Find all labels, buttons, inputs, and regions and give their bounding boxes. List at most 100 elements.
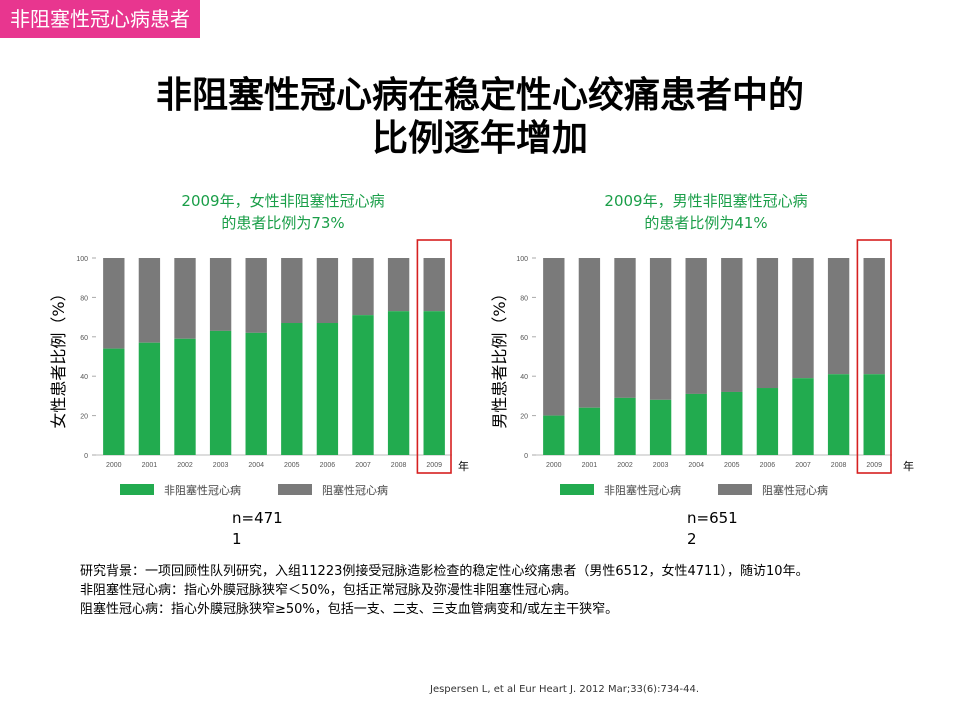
male-xtick-label: 2000 — [546, 462, 562, 469]
left-heading-line-1: 2009年，女性非阻塞性冠心病 — [181, 192, 385, 210]
background-line-3: 阻塞性冠心病：指心外膜冠脉狭窄≥50%，包括一支、二支、三支血管病变和/或左主干… — [80, 602, 619, 617]
female-xtick-label: 2001 — [142, 462, 158, 469]
male-xtick-label: 2002 — [617, 462, 633, 469]
female-legend-swatch-obstructive — [278, 484, 312, 495]
male-highlight-box — [856, 239, 892, 474]
female-bar-obstructive-2007 — [352, 258, 374, 316]
male-bar-nonobstructive-2009 — [863, 374, 885, 455]
female-bar-obstructive-2000 — [103, 258, 125, 349]
male-legend-label-nonobstructive: 非阻塞性冠心病 — [604, 483, 681, 497]
female-bar-obstructive-2003 — [209, 258, 232, 331]
male-bar-obstructive-2005 — [721, 258, 743, 392]
male-legend-swatch-obstructive — [718, 484, 752, 495]
section-tag: 非阻塞性冠心病患者 — [0, 0, 200, 38]
male-bar-obstructive-2007 — [792, 258, 814, 379]
male-bar-nonobstructive-2005 — [721, 391, 743, 455]
male-xtick-label: 2009 — [866, 462, 882, 469]
right-heading-line-1: 2009年，男性非阻塞性冠心病 — [604, 192, 808, 210]
female-xtick-label: 2002 — [177, 462, 193, 469]
female-bar-nonobstructive-2007 — [352, 315, 374, 455]
citation: Jespersen L, et al Eur Heart J. 2012 Mar… — [430, 684, 700, 695]
female-highlight-box — [416, 239, 452, 474]
title-line-2: 比例逐年增加 — [371, 118, 588, 159]
male-xtick-label: 2006 — [760, 462, 776, 469]
male-bar-nonobstructive-2004 — [685, 393, 707, 455]
male-bar-nonobstructive-2003 — [649, 399, 672, 455]
male-ytick-label: 40 — [520, 374, 528, 381]
female-bar-obstructive-2005 — [281, 258, 303, 324]
left-heading-line-2: 的患者比例为73% — [221, 214, 345, 232]
male-bar-obstructive-2009 — [863, 258, 885, 375]
page-title: 非阻塞性冠心病在稳定性心绞痛患者中的 比例逐年增加 — [0, 74, 960, 160]
female-xtick-label: 2003 — [213, 462, 229, 469]
female-bar-nonobstructive-2002 — [174, 338, 196, 455]
female-legend-label-obstructive: 阻塞性冠心病 — [322, 483, 388, 497]
male-ytick-label: 80 — [520, 295, 528, 302]
female-bar-nonobstructive-2006 — [316, 323, 339, 455]
male-ytick-label: 0 — [524, 453, 528, 460]
female-stacked-bar-chart: 0 20 40 60 80 100 2000 2001 2002 2003 2004 2005 2006… — [76, 239, 452, 497]
female-bar-nonobstructive-2004 — [245, 332, 267, 455]
female-ytick-label: 60 — [80, 335, 88, 342]
left-sample-size: n=4711 — [232, 509, 283, 548]
female-xtick-label: 2005 — [284, 462, 300, 469]
male-bar-obstructive-2004 — [685, 258, 707, 394]
female-ytick-label: 100 — [76, 256, 88, 263]
male-legend-label-obstructive: 阻塞性冠心病 — [762, 483, 828, 497]
male-bar-nonobstructive-2000 — [543, 415, 565, 455]
female-bar-obstructive-2008 — [387, 258, 410, 312]
female-bar-obstructive-2009 — [423, 258, 445, 312]
female-bar-obstructive-2002 — [174, 258, 196, 339]
male-xtick-label: 2005 — [724, 462, 740, 469]
background-line-1: 研究背景：一项回顾性队列研究，入组11223例接受冠脉造影检查的稳定性心绞痛患者… — [80, 564, 809, 579]
title-line-1: 非阻塞性冠心病在稳定性心绞痛患者中的 — [155, 75, 804, 116]
female-bar-obstructive-2001 — [138, 258, 161, 343]
male-ytick-label: 100 — [516, 256, 528, 263]
female-ytick-label: 20 — [80, 414, 88, 421]
left-chart-heading: 2009年，女性非阻塞性冠心病 的患者比例为73% — [133, 190, 433, 234]
female-ytick-label: 40 — [80, 374, 88, 381]
male-bar-obstructive-2002 — [614, 258, 636, 398]
male-xtick-label: 2001 — [582, 462, 598, 469]
male-bar-obstructive-2001 — [578, 258, 601, 408]
male-bar-obstructive-2008 — [827, 258, 850, 375]
female-bar-nonobstructive-2009 — [423, 311, 445, 455]
right-heading-line-2: 的患者比例为41% — [644, 214, 768, 232]
male-bar-nonobstructive-2002 — [614, 397, 636, 455]
female-bar-obstructive-2006 — [316, 258, 339, 324]
female-bar-nonobstructive-2001 — [138, 342, 161, 455]
right-chart-heading: 2009年，男性非阻塞性冠心病 的患者比例为41% — [556, 190, 856, 234]
female-xtick-label: 2004 — [248, 462, 264, 469]
right-sample-size: n=6512 — [687, 509, 738, 548]
female-xtick-label: 2007 — [355, 462, 371, 469]
male-bar-obstructive-2003 — [649, 258, 672, 400]
male-bar-nonobstructive-2008 — [827, 374, 850, 455]
study-background: 研究背景：一项回顾性队列研究，入组11223例接受冠脉造影检查的稳定性心绞痛患者… — [80, 562, 840, 619]
male-bar-nonobstructive-2001 — [578, 407, 601, 455]
male-bar-nonobstructive-2006 — [756, 388, 779, 455]
female-bar-obstructive-2004 — [245, 258, 267, 333]
female-bar-nonobstructive-2003 — [209, 330, 232, 455]
male-stacked-bar-chart: 0 20 40 60 80 100 2000 2001 2002 2003 2004 2005 2006… — [516, 239, 892, 497]
male-ytick-label: 60 — [520, 335, 528, 342]
male-ytick-label: 20 — [520, 414, 528, 421]
male-xtick-label: 2008 — [831, 462, 847, 469]
female-legend-swatch-nonobstructive — [120, 484, 154, 495]
male-xtick-label: 2007 — [795, 462, 811, 469]
female-legend-label-nonobstructive: 非阻塞性冠心病 — [164, 483, 241, 497]
male-bar-obstructive-2006 — [756, 258, 779, 389]
female-xtick-label: 2000 — [106, 462, 122, 469]
female-xtick-label: 2008 — [391, 462, 407, 469]
male-bar-obstructive-2000 — [543, 258, 565, 416]
male-legend-swatch-nonobstructive — [560, 484, 594, 495]
male-bar-nonobstructive-2007 — [792, 378, 814, 455]
female-bar-nonobstructive-2000 — [103, 348, 125, 455]
female-xtick-label: 2006 — [320, 462, 336, 469]
right-x-unit: 年 — [903, 460, 914, 473]
female-ytick-label: 0 — [84, 453, 88, 460]
background-line-2: 非阻塞性冠心病：指心外膜冠脉狭窄＜50%，包括正常冠脉及弥漫性非阻塞性冠心病。 — [80, 583, 577, 598]
female-bar-nonobstructive-2008 — [387, 311, 410, 455]
male-xtick-label: 2003 — [653, 462, 669, 469]
female-ytick-label: 80 — [80, 295, 88, 302]
female-xtick-label: 2009 — [426, 462, 442, 469]
